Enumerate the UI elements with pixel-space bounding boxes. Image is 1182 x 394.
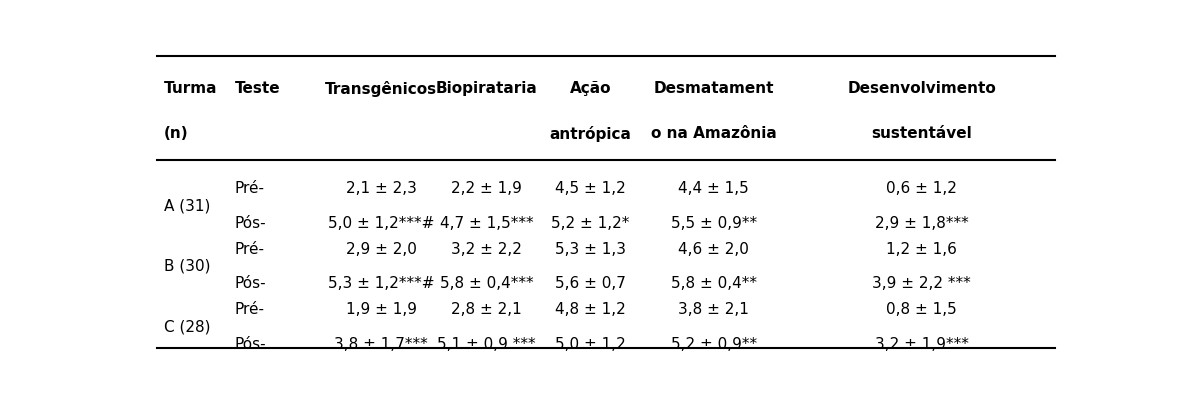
Text: Ação: Ação <box>570 81 611 96</box>
Text: Desenvolvimento: Desenvolvimento <box>847 81 996 96</box>
Text: 3,8 ± 2,1: 3,8 ± 2,1 <box>678 302 749 317</box>
Text: 5,2 ± 1,2*: 5,2 ± 1,2* <box>551 216 629 231</box>
Text: Transgênicos: Transgênicos <box>325 81 437 97</box>
Text: C (28): C (28) <box>164 320 210 335</box>
Text: 0,6 ± 1,2: 0,6 ± 1,2 <box>886 181 957 196</box>
Text: 1,2 ± 1,6: 1,2 ± 1,6 <box>886 242 957 256</box>
Text: 4,8 ± 1,2: 4,8 ± 1,2 <box>554 302 625 317</box>
Text: o na Amazônia: o na Amazônia <box>651 126 777 141</box>
Text: 2,8 ± 2,1: 2,8 ± 2,1 <box>452 302 522 317</box>
Text: Pós-: Pós- <box>235 277 266 292</box>
Text: 3,2 ± 1,9***: 3,2 ± 1,9*** <box>875 337 969 352</box>
Text: 3,8 ± 1,7***: 3,8 ± 1,7*** <box>335 337 428 352</box>
Text: 5,3 ± 1,3: 5,3 ± 1,3 <box>554 242 625 256</box>
Text: 1,9 ± 1,9: 1,9 ± 1,9 <box>346 302 417 317</box>
Text: Biopirataria: Biopirataria <box>436 81 538 96</box>
Text: Desmatament: Desmatament <box>654 81 774 96</box>
Text: 4,6 ± 2,0: 4,6 ± 2,0 <box>678 242 749 256</box>
Text: 5,1 ± 0,9 ***: 5,1 ± 0,9 *** <box>437 337 535 352</box>
Text: 5,0 ± 1,2***#: 5,0 ± 1,2***# <box>329 216 435 231</box>
Text: Teste: Teste <box>235 81 280 96</box>
Text: Pós-: Pós- <box>235 216 266 231</box>
Text: Pré-: Pré- <box>235 242 265 256</box>
Text: 3,9 ± 2,2 ***: 3,9 ± 2,2 *** <box>872 277 972 292</box>
Text: 4,7 ± 1,5***: 4,7 ± 1,5*** <box>440 216 533 231</box>
Text: 5,8 ± 0,4***: 5,8 ± 0,4*** <box>440 277 533 292</box>
Text: 0,8 ± 1,5: 0,8 ± 1,5 <box>886 302 957 317</box>
Text: 4,4 ± 1,5: 4,4 ± 1,5 <box>678 181 749 196</box>
Text: Pós-: Pós- <box>235 337 266 352</box>
Text: sustentável: sustentável <box>871 126 972 141</box>
Text: 3,2 ± 2,2: 3,2 ± 2,2 <box>452 242 522 256</box>
Text: Pré-: Pré- <box>235 302 265 317</box>
Text: 2,9 ± 1,8***: 2,9 ± 1,8*** <box>875 216 969 231</box>
Text: 5,3 ± 1,2***#: 5,3 ± 1,2***# <box>329 277 435 292</box>
Text: antrópica: antrópica <box>550 126 631 142</box>
Text: 2,9 ± 2,0: 2,9 ± 2,0 <box>346 242 417 256</box>
Text: 5,0 ± 1,2: 5,0 ± 1,2 <box>554 337 625 352</box>
Text: (n): (n) <box>164 126 189 141</box>
Text: 5,5 ± 0,9**: 5,5 ± 0,9** <box>671 216 756 231</box>
Text: A (31): A (31) <box>164 198 210 213</box>
Text: 2,1 ± 2,3: 2,1 ± 2,3 <box>346 181 417 196</box>
Text: 5,8 ± 0,4**: 5,8 ± 0,4** <box>671 277 756 292</box>
Text: 5,2 ± 0,9**: 5,2 ± 0,9** <box>671 337 756 352</box>
Text: Turma: Turma <box>164 81 217 96</box>
Text: 2,2 ± 1,9: 2,2 ± 1,9 <box>452 181 522 196</box>
Text: Pré-: Pré- <box>235 181 265 196</box>
Text: 5,6 ± 0,7: 5,6 ± 0,7 <box>554 277 625 292</box>
Text: 4,5 ± 1,2: 4,5 ± 1,2 <box>554 181 625 196</box>
Text: B (30): B (30) <box>164 259 210 274</box>
